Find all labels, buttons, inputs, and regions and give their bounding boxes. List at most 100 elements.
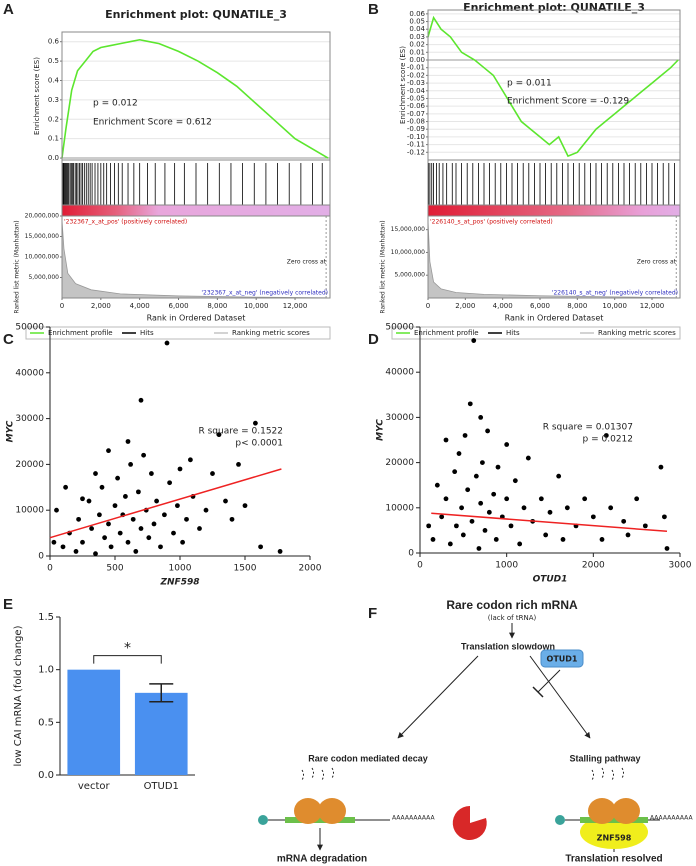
point <box>621 518 627 524</box>
point <box>154 498 160 504</box>
point <box>63 484 68 490</box>
point <box>80 496 85 502</box>
x-tick-label: 0 <box>417 561 423 571</box>
point <box>430 537 436 542</box>
point <box>517 541 523 547</box>
fit-line <box>49 468 282 539</box>
point <box>73 549 79 554</box>
x-tick-label: 2000 <box>299 564 322 574</box>
right-label: Stalling pathway <box>569 753 640 763</box>
panel-label: C <box>3 331 14 348</box>
point <box>662 514 667 520</box>
point <box>603 433 609 438</box>
point <box>117 530 123 536</box>
point <box>180 539 186 545</box>
arrow <box>529 655 591 739</box>
y-tick-label: 50000 <box>15 323 44 333</box>
y-tick-label: -0.08 <box>407 118 425 126</box>
neg-label: '232367_x_at_neg' (negatively correlated… <box>201 290 328 297</box>
point <box>171 530 176 536</box>
x-tick-label: OTUD1 <box>144 781 179 792</box>
factor-label: ZNF598 <box>597 834 632 843</box>
point <box>223 498 228 504</box>
y-tick-label: 0.1 <box>48 135 59 143</box>
metric-curve <box>61 220 327 299</box>
y-tick-label: 10000 <box>385 503 414 513</box>
point <box>543 532 549 538</box>
point <box>658 464 664 470</box>
point <box>106 521 111 527</box>
panel-label: D <box>368 331 379 348</box>
point <box>115 475 120 481</box>
point <box>99 484 105 490</box>
x-tick-label: 2,000 <box>455 302 475 310</box>
y-tick-label: 30000 <box>15 414 44 424</box>
point <box>136 489 141 495</box>
x-tick-label: 500 <box>106 564 123 574</box>
y-tick-label: 40000 <box>385 368 414 378</box>
annotation: p = 0.012 <box>93 99 138 109</box>
point <box>482 528 488 533</box>
point <box>277 549 283 554</box>
point <box>102 535 107 541</box>
y-axis-label: MYC <box>6 420 16 442</box>
legend-label: Enrichment profile <box>48 329 113 337</box>
y-tick-label: 0.5 <box>38 717 54 728</box>
metric-axis-label: Ranked list metric (Manhattan) <box>14 220 21 313</box>
annotation: p< 0.0001 <box>235 439 283 449</box>
point <box>467 401 473 407</box>
x-tick-label: 0 <box>426 302 430 310</box>
x-tick-label: 2000 <box>582 561 605 571</box>
point <box>236 462 241 467</box>
y-tick-label: 0.0 <box>38 770 54 781</box>
point <box>93 551 98 557</box>
x-tick-label: 0 <box>47 564 53 574</box>
poly-a: AAAAAAAAAA <box>392 815 435 822</box>
point <box>599 537 605 542</box>
significance-bracket <box>93 655 162 664</box>
y-axis-label: Enrichment score (ES) <box>33 57 41 135</box>
point <box>125 539 131 545</box>
significance: * <box>124 641 131 657</box>
point <box>253 420 258 426</box>
left-label: Rare codon mediated decay <box>308 753 428 763</box>
point <box>175 503 180 509</box>
y-tick-label: 0.4 <box>48 76 60 84</box>
x-tick-label: 1000 <box>495 561 518 571</box>
point <box>130 516 136 522</box>
point <box>138 397 144 403</box>
x-tick-label: 6,000 <box>530 302 550 310</box>
y-tick-label: -0.07 <box>407 110 425 118</box>
metric-tick-label: 15,000,000 <box>25 233 60 240</box>
x-tick-label: 4,000 <box>130 302 150 310</box>
point <box>141 452 147 458</box>
point <box>138 526 144 531</box>
y-tick-label: 0.00 <box>409 56 425 64</box>
y-tick-label: -0.10 <box>407 133 425 141</box>
annotation: R square = 0.1522 <box>198 427 283 437</box>
x-tick-label: 10,000 <box>602 302 627 310</box>
panel-label: B <box>368 1 379 18</box>
point <box>76 516 81 522</box>
y-tick-label: 20000 <box>15 460 44 470</box>
neg-label: '226140_s_at_neg' (negatively correlated… <box>552 290 678 297</box>
x-tick-label: vector <box>78 781 111 792</box>
point <box>54 507 59 513</box>
point <box>184 516 189 522</box>
x-tick-label: 3000 <box>669 561 692 571</box>
x-tick-label: 6,000 <box>168 302 188 310</box>
point <box>485 428 490 434</box>
y-tick-label: -0.01 <box>407 64 425 72</box>
annotation: R square = 0.01307 <box>543 423 633 433</box>
metric-tick-label: 15,000,000 <box>391 226 426 233</box>
factor-shape <box>580 815 648 849</box>
point <box>459 505 464 511</box>
y-tick-label: -0.09 <box>407 125 425 133</box>
x-tick-label: 2,000 <box>91 302 111 310</box>
metric-tick-label: 10,000,000 <box>25 254 60 261</box>
mrna-orf <box>580 817 648 823</box>
nuclease <box>452 805 487 840</box>
point <box>480 460 485 465</box>
point <box>80 539 85 545</box>
